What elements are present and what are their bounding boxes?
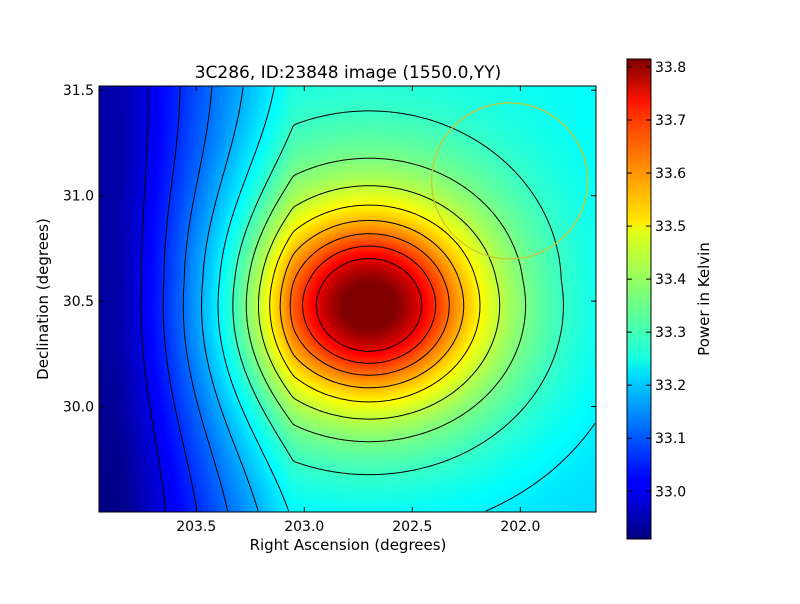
y-tick-label: 30.5	[63, 294, 94, 310]
contour-line-4	[217, 86, 596, 512]
contour-line-6	[245, 157, 527, 443]
contour-line-7	[258, 185, 501, 420]
region-circle	[430, 102, 589, 260]
x-axis-label: Right Ascension (degrees)	[250, 536, 447, 554]
colorbar-tick-label: 33.8	[655, 60, 686, 76]
contour-line-0	[140, 87, 167, 512]
colorbar: 33.0 33.1 33.2 33.3 33.4 33.5 33.6 33.7 33.8 Pow…	[626, 58, 713, 540]
heatmap-image	[99, 86, 596, 512]
colorbar-tick-label: 33.0	[655, 484, 686, 500]
contour-line-5	[232, 110, 564, 476]
colorbar-tick-label: 33.2	[655, 378, 686, 394]
contour-line-10	[289, 233, 450, 376]
colorbar-label: Power in Kelvin	[695, 242, 713, 356]
colorbar-tick-label: 33.5	[655, 219, 686, 235]
colorbar-tick-label: 33.6	[655, 166, 686, 182]
colorbar-tick-label: 33.1	[655, 431, 686, 447]
colorbar-tick-label: 33.7	[655, 113, 686, 129]
contour-lines	[140, 86, 596, 512]
colorbar-tick-label: 33.3	[655, 325, 686, 341]
chart-title: 3C286, ID:23848 image (1550.0,YY)	[195, 63, 502, 83]
colorbar-tick-label: 33.4	[655, 272, 686, 288]
x-tick-label: 202.0	[500, 519, 540, 535]
y-tick-label: 30.0	[63, 400, 94, 416]
y-axis-ticks: 30.0 30.5 31.0 31.5	[63, 83, 596, 416]
contour-line-1	[162, 87, 198, 512]
x-tick-label: 203.5	[176, 519, 216, 535]
colorbar-ticks: 33.0 33.1 33.2 33.3 33.4 33.5 33.6 33.7 33.8	[627, 60, 686, 500]
x-tick-label: 203.0	[284, 519, 324, 535]
x-axis-ticks: 203.5 203.0 202.5 202.0	[176, 86, 540, 535]
contour-line-11	[302, 245, 437, 364]
contour-line-8	[269, 204, 481, 403]
colorbar-frame	[626, 58, 652, 540]
y-axis-label: Declination (degrees)	[34, 218, 52, 380]
y-tick-label: 31.0	[63, 189, 94, 205]
contour-line-9	[279, 219, 465, 389]
colorbar-gradient	[627, 59, 651, 539]
y-tick-label: 31.5	[63, 83, 94, 99]
x-tick-label: 202.5	[392, 519, 432, 535]
contour-line-3	[201, 86, 259, 512]
plot-frame	[98, 85, 597, 513]
contour-line-2	[182, 86, 229, 512]
plot-area	[98, 85, 597, 513]
contour-line-12	[315, 258, 423, 352]
